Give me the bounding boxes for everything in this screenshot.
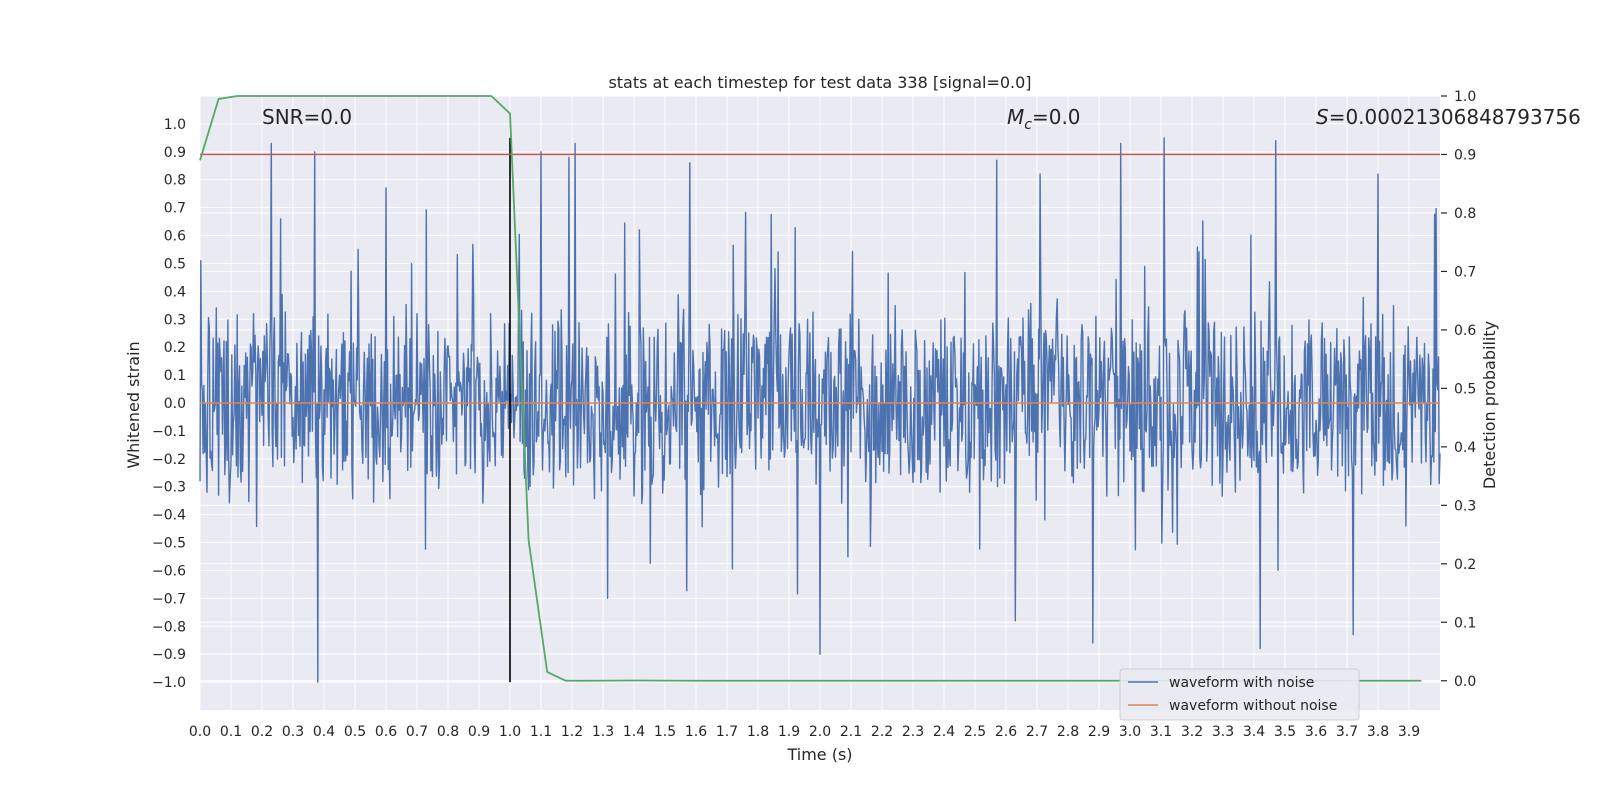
y2-axis-ticks: 1.0 0.9 0.8 0.7 0.6 0.5 0.4 0.3 0.2 0.1 0.0 <box>1441 89 1476 690</box>
y-tick-label-11: −0.1 <box>152 424 186 440</box>
y-tick-label-13: −0.3 <box>152 480 186 496</box>
y-tick-label-17: −0.7 <box>152 591 186 607</box>
x-tick-label-27: 2.7 <box>1026 724 1048 740</box>
mc-symbol: M <box>1007 105 1024 129</box>
y-axis-ticks: 1.0 0.9 0.8 0.7 0.6 0.5 0.4 0.3 0.2 0.1 0.0 −0.1 −0.… <box>152 117 186 691</box>
x-tick-label-8: 0.8 <box>437 724 459 740</box>
x-tick-label-26: 2.6 <box>995 724 1017 740</box>
series-waveform-with-noise <box>199 137 1441 683</box>
y-tick-label-10: 0.0 <box>164 396 186 412</box>
y2-tick-label-1: 0.9 <box>1454 147 1476 163</box>
x-tick-label-7: 0.7 <box>406 724 428 740</box>
x-tick-label-34: 3.4 <box>1243 724 1265 740</box>
y-tick-label-1: 0.9 <box>164 145 186 161</box>
y-tick-label-12: −0.2 <box>152 452 186 468</box>
x-tick-label-35: 3.5 <box>1274 724 1296 740</box>
y-axis-label: Whitened strain <box>124 341 143 468</box>
x-tick-label-19: 1.9 <box>778 724 800 740</box>
y2-tick-label-9: 0.1 <box>1454 615 1476 631</box>
y2-tick-label-6: 0.4 <box>1454 440 1476 456</box>
x-tick-label-0: 0.0 <box>189 724 211 740</box>
x-tick-label-10: 1.0 <box>499 724 521 740</box>
x-tick-label-39: 3.9 <box>1398 724 1420 740</box>
y-tick-label-14: −0.4 <box>152 508 186 524</box>
x-tick-label-16: 1.6 <box>685 724 707 740</box>
x-tick-label-21: 2.1 <box>840 724 862 740</box>
y-tick-label-19: −0.9 <box>152 647 186 663</box>
x-tick-label-15: 1.5 <box>654 724 676 740</box>
chart-title: stats at each timestep for test data 338… <box>608 73 1031 92</box>
chirp-mass-annotation: Mc=0.0 <box>1007 105 1081 133</box>
x-tick-label-38: 3.8 <box>1367 724 1389 740</box>
y2-tick-label-3: 0.7 <box>1454 264 1476 280</box>
y-tick-label-5: 0.5 <box>164 256 186 272</box>
x-tick-label-22: 2.2 <box>871 724 893 740</box>
x-tick-label-30: 3.0 <box>1119 724 1141 740</box>
series-detection-probability <box>199 95 1422 682</box>
y2-tick-label-10: 0.0 <box>1454 674 1476 690</box>
x-tick-label-9: 0.9 <box>468 724 490 740</box>
y-tick-label-0: 1.0 <box>164 117 186 133</box>
x-axis-ticks: 0.0 0.1 0.2 0.3 0.4 0.5 0.6 0.7 0.8 0.9 1.0 1.1 1.2 1… <box>189 724 1420 740</box>
x-tick-label-24: 2.4 <box>933 724 955 740</box>
mc-subscript: c <box>1024 117 1032 133</box>
x-tick-label-3: 0.3 <box>282 724 304 740</box>
s-value: =0.00021306848793756 <box>1329 105 1581 129</box>
x-tick-label-12: 1.2 <box>561 724 583 740</box>
y-tick-label-6: 0.4 <box>164 284 186 300</box>
y2-tick-label-5: 0.5 <box>1454 381 1476 397</box>
y2-axis-label: Detection probability <box>1480 321 1499 489</box>
x-tick-label-28: 2.8 <box>1057 724 1079 740</box>
x-tick-label-14: 1.4 <box>623 724 645 740</box>
y2-tick-label-0: 1.0 <box>1454 89 1476 105</box>
x-tick-label-25: 2.5 <box>964 724 986 740</box>
x-tick-label-2: 0.2 <box>251 724 273 740</box>
legend-box <box>1119 668 1360 721</box>
probability-line <box>199 95 1422 682</box>
x-tick-label-17: 1.7 <box>716 724 738 740</box>
y-tick-label-15: −0.5 <box>152 536 186 552</box>
x-tick-label-29: 2.9 <box>1088 724 1110 740</box>
x-tick-label-5: 0.5 <box>344 724 366 740</box>
x-axis-label: Time (s) <box>786 745 852 764</box>
x-tick-label-4: 0.4 <box>313 724 335 740</box>
y-tick-label-16: −0.6 <box>152 563 186 579</box>
y-tick-label-4: 0.6 <box>164 229 186 245</box>
legend-label-noise: waveform with noise <box>1169 675 1314 691</box>
x-tick-label-11: 1.1 <box>530 724 552 740</box>
mc-value: =0.0 <box>1032 105 1081 129</box>
x-tick-label-33: 3.3 <box>1212 724 1234 740</box>
x-tick-label-18: 1.8 <box>747 724 769 740</box>
y2-tick-label-7: 0.3 <box>1454 498 1476 514</box>
y2-tick-label-4: 0.6 <box>1454 323 1476 339</box>
x-tick-label-6: 0.6 <box>375 724 397 740</box>
legend-label-clean: waveform without noise <box>1169 698 1337 714</box>
y2-tick-label-2: 0.8 <box>1454 206 1476 222</box>
x-tick-label-32: 3.2 <box>1181 724 1203 740</box>
x-tick-label-20: 2.0 <box>809 724 831 740</box>
x-tick-label-31: 3.1 <box>1150 724 1172 740</box>
y-tick-label-2: 0.8 <box>164 173 186 189</box>
y2-tick-label-8: 0.2 <box>1454 557 1476 573</box>
y-tick-label-8: 0.2 <box>164 340 186 356</box>
y-tick-label-9: 0.1 <box>164 368 186 384</box>
x-tick-label-1: 0.1 <box>220 724 242 740</box>
s-symbol: S <box>1316 105 1329 129</box>
y-tick-label-3: 0.7 <box>164 201 186 217</box>
snr-annotation: SNR=0.0 <box>262 105 352 129</box>
x-tick-label-13: 1.3 <box>592 724 614 740</box>
score-annotation: S=0.00021306848793756 <box>1316 105 1581 129</box>
y-tick-label-7: 0.3 <box>164 312 186 328</box>
x-tick-label-23: 2.3 <box>902 724 924 740</box>
x-tick-label-37: 3.7 <box>1336 724 1358 740</box>
y-tick-label-18: −0.8 <box>152 619 186 635</box>
legend: waveform with noise waveform without noi… <box>1119 668 1360 721</box>
y-tick-label-20: −1.0 <box>152 675 186 691</box>
x-tick-label-36: 3.6 <box>1305 724 1327 740</box>
noise-line <box>199 137 1441 683</box>
